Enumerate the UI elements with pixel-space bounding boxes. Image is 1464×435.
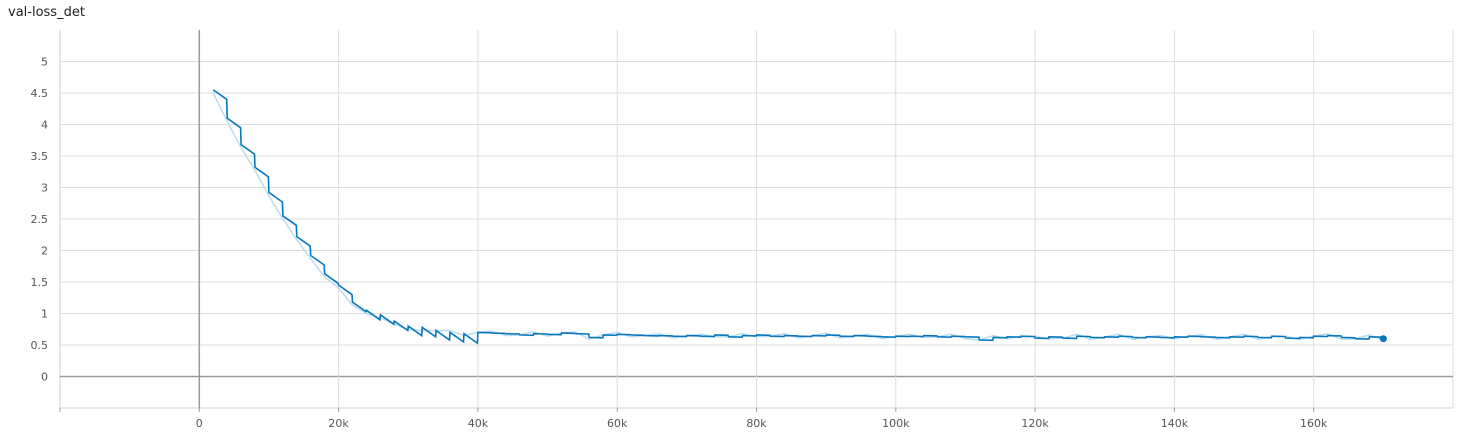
y-tick-label: 2 (41, 245, 48, 258)
x-tick-label: 140k (1161, 417, 1189, 430)
series-raw-line (212, 92, 1384, 342)
x-tick-label: 80k (746, 417, 767, 430)
y-tick-label: 5 (41, 56, 48, 69)
y-tick-label: 1 (41, 308, 48, 321)
y-tick-label: 0 (41, 371, 48, 384)
y-tick-label: 4.5 (31, 87, 49, 100)
y-tick-label: 0.5 (31, 339, 49, 352)
x-tick-label: 160k (1300, 417, 1328, 430)
y-tick-label: 3 (41, 182, 48, 195)
series-end-point (1379, 335, 1387, 343)
y-tick-label: 2.5 (31, 213, 49, 226)
x-tick-label: 100k (882, 417, 910, 430)
y-tick-label: 4 (41, 119, 48, 132)
x-tick-label: 0 (196, 417, 203, 430)
x-tick-label: 60k (607, 417, 628, 430)
x-tick-label: 40k (468, 417, 489, 430)
y-tick-label: 1.5 (31, 276, 49, 289)
x-tick-label: 120k (1021, 417, 1049, 430)
x-tick-label: 20k (328, 417, 349, 430)
chart-title: val-loss_det (8, 5, 85, 20)
y-tick-label: 3.5 (31, 150, 49, 163)
series-line (212, 89, 1385, 345)
